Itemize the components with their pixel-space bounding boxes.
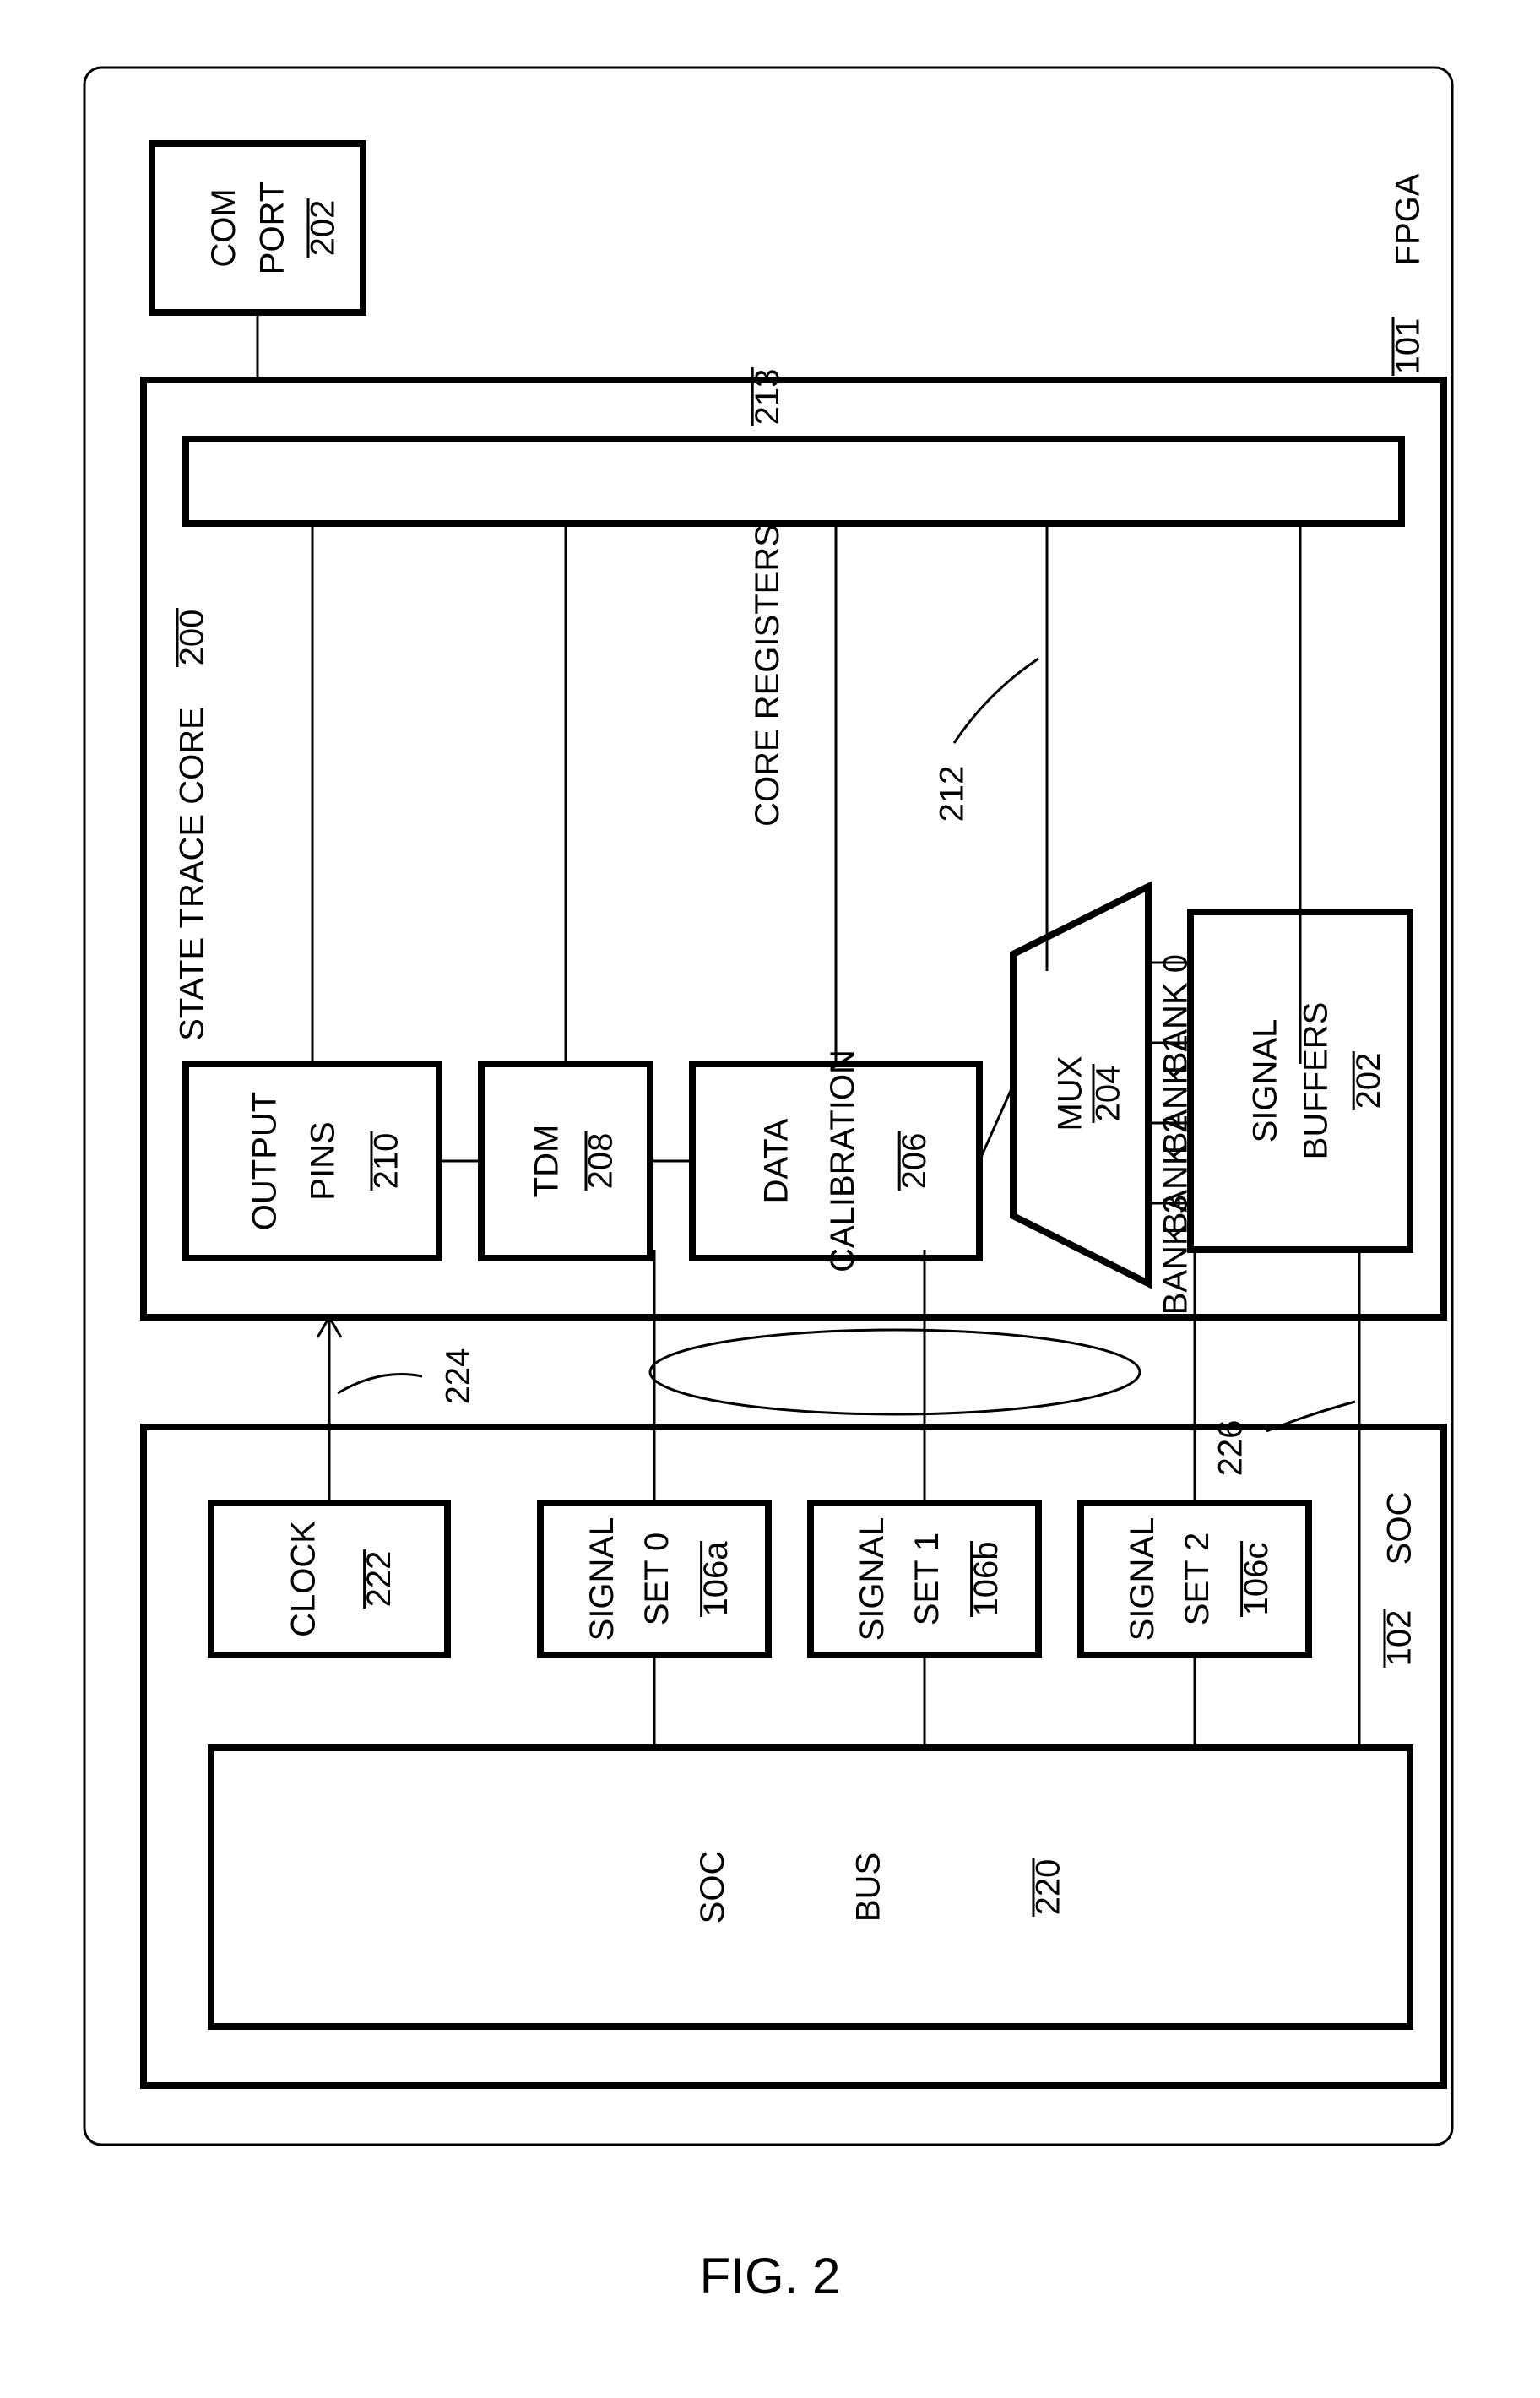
sigset0-l2: SET 0 bbox=[638, 1533, 675, 1625]
core-reg-label: CORE REGISTERS bbox=[749, 524, 786, 827]
socbus-l1: SOC bbox=[694, 1851, 731, 1924]
lead-212: 212 bbox=[934, 766, 971, 822]
soc-ref: 102 bbox=[1381, 1610, 1418, 1667]
tdm-label: TDM bbox=[529, 1125, 566, 1198]
clock bbox=[211, 1503, 447, 1655]
sigset1-ref: 106b bbox=[968, 1542, 1005, 1617]
core-registers bbox=[186, 439, 1402, 524]
sigset2-ref: 106c bbox=[1238, 1543, 1275, 1616]
socbus-l2: BUS bbox=[850, 1853, 887, 1922]
tdm bbox=[481, 1064, 650, 1258]
data-cal-ref: 206 bbox=[896, 1133, 933, 1190]
sigbuf-l2: BUFFERS bbox=[1297, 1002, 1334, 1160]
data-cal-l1: DATA bbox=[758, 1118, 795, 1203]
soc-bus bbox=[211, 1748, 1410, 2026]
sigset2-l2: SET 2 bbox=[1179, 1533, 1216, 1625]
mux-ref: 204 bbox=[1090, 1066, 1127, 1122]
sigbuf-l1: SIGNAL bbox=[1247, 1019, 1284, 1143]
sigset1-l2: SET 1 bbox=[908, 1533, 946, 1625]
data-cal-l2: CALIBRATION bbox=[824, 1050, 861, 1272]
sigset0-l1: SIGNAL bbox=[583, 1517, 621, 1641]
figure-label: FIG. 2 bbox=[700, 2248, 841, 2304]
com-port-l1: COM bbox=[205, 188, 242, 267]
soc-label: SOC bbox=[1381, 1492, 1418, 1565]
core-reg-ref: 213 bbox=[749, 369, 786, 426]
output-pins-ref: 210 bbox=[368, 1133, 405, 1190]
output-pins-l1: OUTPUT bbox=[247, 1092, 284, 1230]
clock-label: CLOCK bbox=[285, 1521, 323, 1637]
fpga-label: FPGA bbox=[1390, 173, 1427, 265]
socbus-ref: 220 bbox=[1030, 1859, 1067, 1916]
com-port-l2: PORT bbox=[254, 182, 291, 274]
sigset1-l1: SIGNAL bbox=[854, 1517, 891, 1641]
clock-ref: 222 bbox=[361, 1551, 398, 1608]
output-pins-l2: PINS bbox=[305, 1121, 342, 1200]
lead-226: 226 bbox=[1212, 1420, 1250, 1477]
sigbuf-ref: 202 bbox=[1350, 1053, 1387, 1109]
bank-label-3: BANK 3 bbox=[1158, 1195, 1195, 1315]
lead-224: 224 bbox=[440, 1348, 477, 1405]
com-port-ref: 202 bbox=[305, 200, 342, 257]
trace-core-ref: 200 bbox=[174, 610, 211, 666]
tdm-ref: 208 bbox=[583, 1133, 620, 1190]
mux-label: MUX bbox=[1052, 1056, 1089, 1131]
bus-ellipse bbox=[650, 1330, 1140, 1414]
sigset2-l1: SIGNAL bbox=[1124, 1517, 1161, 1641]
fpga-ref: 101 bbox=[1390, 318, 1427, 375]
sigset0-ref: 106a bbox=[697, 1541, 735, 1617]
trace-core-label: STATE TRACE CORE bbox=[174, 707, 211, 1041]
